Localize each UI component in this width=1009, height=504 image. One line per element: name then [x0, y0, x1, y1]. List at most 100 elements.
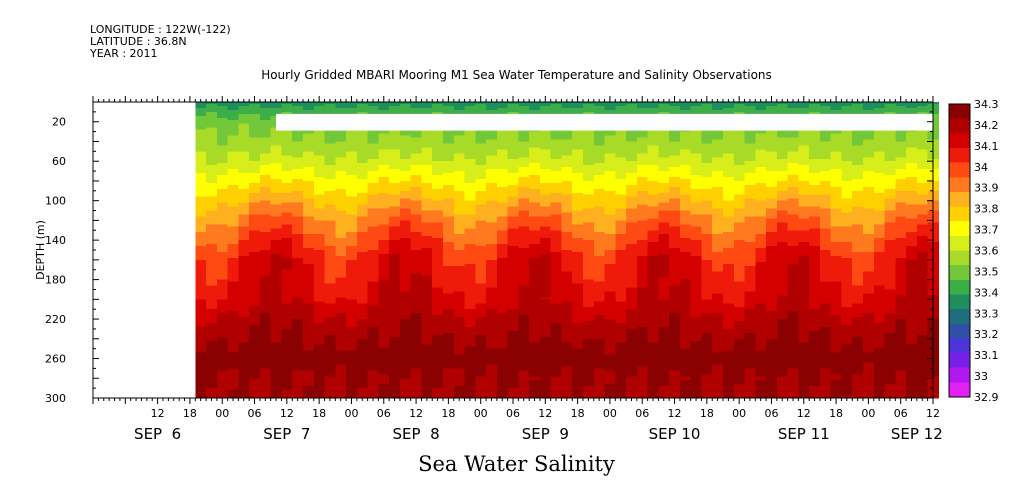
- salinity-cell: [399, 216, 412, 219]
- salinity-cell: [270, 317, 282, 320]
- salinity-cell: [421, 145, 433, 148]
- salinity-cell: [216, 173, 229, 176]
- salinity-cell: [529, 255, 541, 259]
- salinity-cell: [292, 348, 304, 352]
- salinity-cell: [421, 289, 433, 292]
- salinity-cell: [486, 178, 498, 182]
- salinity-cell: [453, 255, 466, 259]
- salinity-cell: [238, 115, 250, 119]
- salinity-cell: [206, 346, 218, 350]
- salinity-cell: [313, 346, 326, 350]
- salinity-cell: [496, 163, 509, 166]
- salinity-cell: [238, 210, 250, 214]
- salinity-cell: [249, 251, 261, 255]
- salinity-cell: [238, 188, 250, 192]
- salinity-cell: [281, 218, 293, 221]
- salinity-cell: [270, 222, 282, 225]
- salinity-cell: [486, 169, 498, 172]
- salinity-cell: [227, 376, 239, 379]
- salinity-cell: [432, 236, 444, 239]
- salinity-cell: [335, 204, 347, 208]
- salinity-cell: [292, 109, 304, 113]
- salinity-cell: [432, 360, 444, 363]
- salinity-cell: [367, 324, 379, 328]
- salinity-cell: [410, 303, 422, 306]
- salinity-cell: [389, 342, 401, 346]
- salinity-cell: [475, 206, 487, 210]
- salinity-cell: [496, 159, 509, 162]
- salinity-cell: [496, 133, 509, 137]
- salinity-cell: [303, 107, 315, 111]
- salinity-cell: [432, 380, 444, 383]
- salinity-cell: [389, 388, 401, 391]
- salinity-cell: [259, 330, 272, 334]
- salinity-cell: [335, 368, 347, 371]
- salinity-cell: [389, 269, 401, 273]
- salinity-cell: [432, 159, 444, 162]
- salinity-cell: [313, 222, 326, 225]
- salinity-cell: [432, 145, 444, 148]
- salinity-cell: [507, 220, 519, 223]
- salinity-cell: [249, 368, 261, 371]
- salinity-cell: [486, 212, 498, 215]
- salinity-cell: [346, 200, 358, 204]
- salinity-cell: [259, 259, 272, 263]
- salinity-cell: [227, 190, 239, 194]
- salinity-cell: [410, 246, 422, 249]
- salinity-cell: [335, 271, 347, 275]
- salinity-cell: [303, 206, 315, 210]
- salinity-cell: [496, 336, 509, 340]
- salinity-cell: [313, 143, 326, 146]
- salinity-cell: [356, 287, 369, 290]
- salinity-cell: [518, 131, 530, 135]
- salinity-cell: [464, 109, 476, 113]
- salinity-cell: [238, 212, 250, 215]
- salinity-cell: [227, 370, 239, 373]
- salinity-cell: [292, 236, 304, 239]
- salinity-cell: [496, 253, 509, 257]
- salinity-cell: [464, 273, 476, 277]
- salinity-cell: [518, 153, 530, 156]
- salinity-cell: [292, 253, 304, 257]
- salinity-cell: [378, 163, 390, 166]
- salinity-cell: [464, 295, 476, 298]
- salinity-cell: [313, 182, 326, 186]
- salinity-cell: [335, 182, 347, 186]
- salinity-cell: [389, 271, 401, 275]
- salinity-cell: [259, 216, 272, 219]
- salinity-cell: [270, 250, 282, 253]
- salinity-cell: [399, 167, 412, 170]
- salinity-cell: [378, 196, 390, 200]
- salinity-cell: [195, 210, 207, 214]
- salinity-cell: [486, 236, 498, 239]
- salinity-cell: [518, 151, 530, 154]
- salinity-cell: [378, 291, 390, 294]
- salinity-cell: [507, 291, 519, 294]
- salinity-cell: [292, 161, 304, 164]
- salinity-cell: [486, 287, 498, 290]
- salinity-cell: [303, 147, 315, 150]
- salinity-cell: [367, 250, 379, 253]
- salinity-cell: [195, 293, 207, 296]
- salinity-cell: [238, 216, 250, 219]
- salinity-cell: [303, 330, 315, 334]
- salinity-cell: [486, 273, 498, 277]
- salinity-cell: [486, 139, 498, 142]
- salinity-cell: [367, 161, 379, 164]
- salinity-cell: [410, 250, 422, 253]
- salinity-cell: [399, 259, 412, 263]
- salinity-cell: [206, 378, 218, 381]
- salinity-cell: [421, 273, 433, 277]
- salinity-cell: [356, 358, 369, 362]
- salinity-cell: [410, 190, 422, 194]
- salinity-cell: [206, 127, 218, 131]
- salinity-cell: [453, 232, 466, 235]
- salinity-cell: [346, 317, 358, 320]
- salinity-cell: [496, 269, 509, 273]
- salinity-cell: [313, 226, 326, 229]
- salinity-cell: [496, 396, 509, 399]
- salinity-cell: [475, 277, 487, 281]
- salinity-cell: [410, 330, 422, 334]
- salinity-cell: [346, 382, 358, 385]
- salinity-cell: [486, 396, 498, 399]
